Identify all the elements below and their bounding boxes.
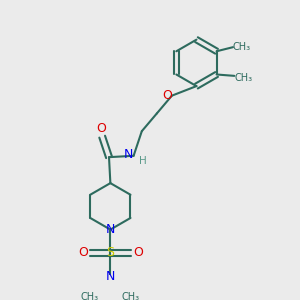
Text: CH₃: CH₃ — [81, 292, 99, 300]
Text: O: O — [96, 122, 106, 135]
Text: CH₃: CH₃ — [233, 42, 251, 52]
Text: H: H — [139, 156, 146, 166]
Text: N: N — [106, 269, 115, 283]
Text: O: O — [162, 89, 172, 102]
Text: N: N — [106, 223, 115, 236]
Text: CH₃: CH₃ — [234, 73, 252, 83]
Text: O: O — [133, 246, 142, 259]
Text: N: N — [124, 148, 133, 161]
Text: CH₃: CH₃ — [122, 292, 140, 300]
Text: O: O — [78, 246, 88, 259]
Text: S: S — [106, 246, 114, 259]
